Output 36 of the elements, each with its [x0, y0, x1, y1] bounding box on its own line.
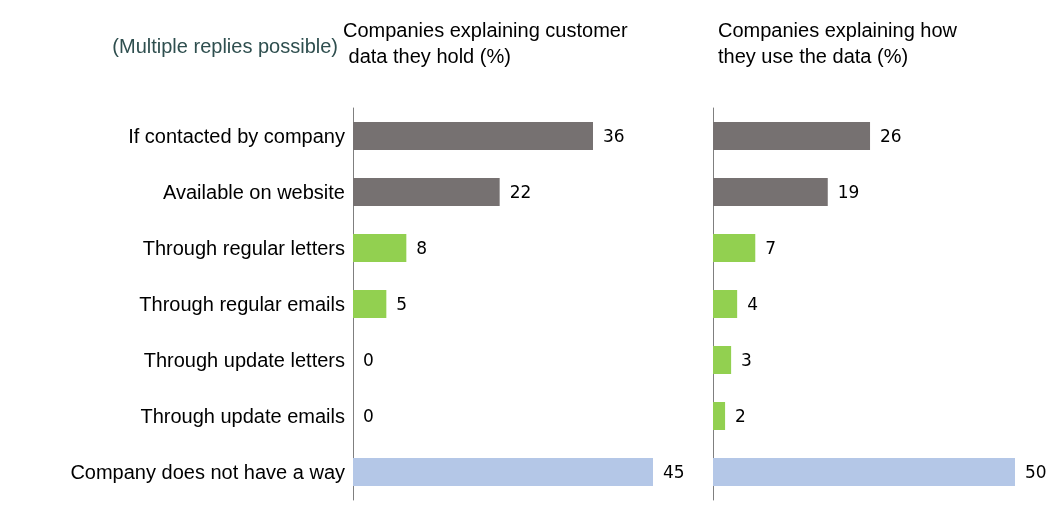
- bar: [713, 178, 828, 206]
- bar: [713, 458, 1015, 486]
- data-label: 26: [880, 126, 902, 146]
- data-label: 8: [416, 238, 428, 258]
- data-label: 22: [509, 182, 532, 202]
- data-label: 5: [396, 294, 408, 314]
- bar: [713, 290, 738, 318]
- data-label: 36: [603, 126, 625, 146]
- y-tick-label: Through update letters: [143, 349, 345, 371]
- y-tick-label: Through update emails: [140, 405, 345, 427]
- text: (Multiple replies possible): [112, 35, 339, 57]
- chart-title: Companies explaining how they use the data (%): [718, 19, 963, 67]
- bar: [353, 290, 387, 318]
- bar: [353, 234, 407, 262]
- data-label: 3: [741, 350, 752, 370]
- chart-title: Companies explaining customer data they hold (%): [343, 19, 628, 67]
- y-tick-label: Through regular emails: [139, 293, 345, 315]
- data-label: 2: [735, 406, 746, 426]
- y-tick-label: Available on website: [163, 181, 345, 203]
- data-label: 7: [765, 238, 777, 258]
- bar: [353, 178, 500, 206]
- data-label: 0: [363, 350, 374, 370]
- data-label: 50: [1025, 462, 1047, 482]
- data-label: 0: [363, 406, 374, 426]
- data-label: 19: [837, 182, 860, 202]
- y-tick-label: Through regular letters: [142, 237, 345, 259]
- bar: [713, 122, 871, 150]
- bar: [713, 402, 726, 430]
- bar: [713, 234, 756, 262]
- data-label: 45: [663, 462, 685, 482]
- bar: [713, 346, 732, 374]
- y-tick-label: Company does not have a way: [70, 461, 345, 483]
- bar: [353, 122, 593, 150]
- y-tick-label: If contacted by company: [128, 125, 345, 147]
- data-label: 4: [747, 294, 758, 314]
- bar: [353, 458, 653, 486]
